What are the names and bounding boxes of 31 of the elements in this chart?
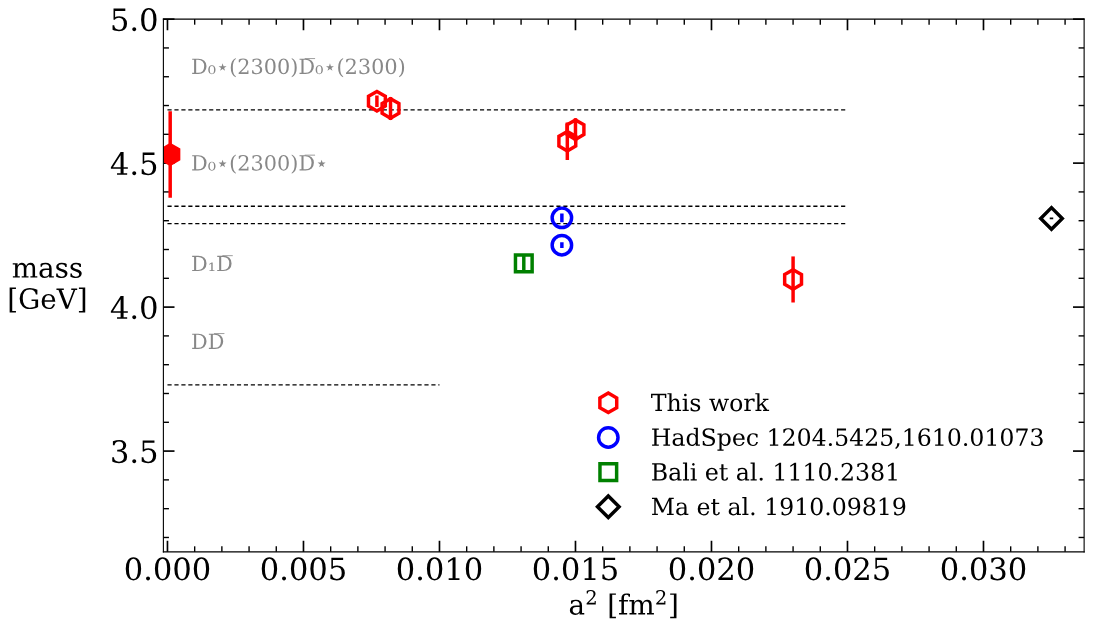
point	[513, 253, 534, 274]
legend-label: Bali et al. 1110.2381	[652, 462, 897, 481]
x-tick-label: 0.025	[805, 557, 889, 581]
legend-label: This work	[651, 393, 770, 412]
annotation: D₁D̅	[192, 255, 233, 272]
legend-label: HadSpec 1204.5425,1610.01073	[652, 427, 1043, 451]
y-axis-title: mass [GeV]	[9, 262, 86, 313]
x-axis-title: a$^{2}$ [fm$^{2}$]	[569, 589, 677, 619]
point	[565, 118, 586, 142]
point	[366, 89, 388, 113]
point	[1038, 205, 1065, 231]
legend-label: Ma et al. 1910.09819	[651, 497, 906, 516]
x-tick-label: 0.030	[941, 557, 1026, 581]
y-tick-label: 5.0	[112, 8, 157, 32]
annotation: D₀⋆(2300)D̅₀⋆(2300)	[192, 58, 405, 78]
point	[550, 206, 574, 230]
x-tick-label: 0.020	[669, 557, 754, 581]
annotation: D₀⋆(2300)D̅⋆	[192, 154, 326, 174]
x-tick-label: 0.005	[261, 557, 345, 581]
y-tick-label: 3.5	[112, 440, 157, 464]
y-tick-label: 4.0	[110, 296, 157, 320]
x-tick-label: 0.010	[397, 557, 482, 581]
point	[550, 233, 574, 257]
point	[557, 129, 578, 153]
x-tick-label: 0.015	[533, 557, 617, 581]
annotation: DD̅	[192, 333, 225, 349]
point	[782, 268, 804, 291]
point	[380, 96, 401, 120]
point	[163, 143, 181, 166]
y-tick-label: 4.5	[110, 152, 157, 176]
x-tick-label: 0.000	[125, 557, 210, 581]
